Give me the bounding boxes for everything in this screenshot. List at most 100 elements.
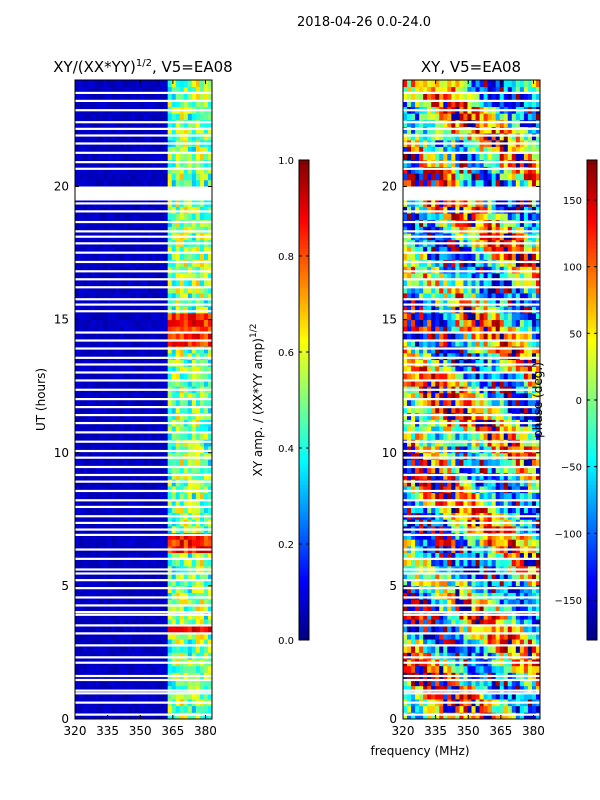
- heatmap-cell: [431, 452, 436, 460]
- heatmap-cell: [87, 273, 92, 281]
- heatmap-cell: [87, 299, 92, 307]
- heatmap-cell: [127, 605, 132, 613]
- heatmap-cell: [115, 679, 120, 687]
- heatmap-cell: [95, 406, 100, 414]
- heatmap-cell: [187, 479, 193, 487]
- heatmap-cell: [143, 80, 148, 88]
- heatmap-cell: [207, 153, 213, 161]
- heatmap-cell: [519, 605, 525, 613]
- colorbar-swatch: [299, 528, 309, 533]
- heatmap-cell: [463, 665, 468, 673]
- heatmap-cell: [207, 492, 213, 500]
- heatmap-cell: [163, 99, 169, 108]
- heatmap-cell: [99, 399, 104, 407]
- heatmap-cell: [155, 219, 161, 227]
- heatmap-cell: [91, 592, 96, 600]
- heatmap-cell: [127, 299, 132, 307]
- heatmap-cell: [159, 632, 165, 640]
- heatmap-cell: [523, 572, 529, 580]
- heatmap-cell: [531, 619, 537, 627]
- heatmap-cell: [83, 652, 88, 660]
- heatmap-cell: [519, 572, 525, 580]
- heatmap-cell: [451, 506, 456, 514]
- heatmap-cell: [407, 599, 412, 607]
- heatmap-cell: [139, 80, 144, 88]
- heatmap-cell: [479, 439, 484, 447]
- heatmap-cell: [455, 552, 460, 560]
- heatmap-cell: [151, 452, 156, 460]
- heatmap-cell: [87, 159, 92, 167]
- heatmap-cell: [187, 293, 193, 301]
- heatmap-cell: [487, 506, 493, 514]
- heatmap-cell: [147, 206, 152, 214]
- heatmap-cell: [123, 466, 128, 474]
- heatmap-cell: [195, 679, 201, 687]
- heatmap-cell: [123, 126, 128, 134]
- heatmap-cell: [411, 486, 416, 494]
- heatmap-cell: [175, 166, 181, 174]
- heatmap-cell: [511, 539, 517, 547]
- heatmap-cell: [195, 506, 201, 514]
- heatmap-cell: [119, 339, 124, 347]
- heatmap-cell: [143, 426, 148, 434]
- heatmap-cell: [91, 652, 96, 660]
- heatmap-cell: [403, 585, 408, 593]
- heatmap-cell: [171, 153, 177, 161]
- heatmap-cell: [447, 486, 452, 494]
- heatmap-cell: [147, 359, 152, 367]
- heatmap-cell: [187, 259, 193, 267]
- heatmap-cell: [463, 452, 468, 460]
- heatmap-cell: [99, 665, 104, 673]
- heatmap-cell: [75, 392, 80, 400]
- heatmap-cell: [123, 652, 128, 660]
- flagged-row: [75, 303, 212, 306]
- heatmap-cell: [435, 466, 440, 474]
- heatmap-cell: [467, 625, 472, 633]
- heatmap-cell: [99, 213, 104, 221]
- heatmap-cell: [75, 226, 80, 234]
- heatmap-cell: [175, 639, 181, 647]
- heatmap-cell: [135, 166, 140, 174]
- heatmap-cell: [523, 446, 529, 454]
- heatmap-cell: [99, 326, 104, 334]
- heatmap-cell: [83, 552, 88, 560]
- heatmap-cell: [107, 459, 112, 467]
- heatmap-cell: [167, 499, 173, 507]
- heatmap-cell: [87, 426, 92, 434]
- heatmap-cell: [507, 439, 513, 447]
- colorbar-swatch: [299, 332, 309, 337]
- heatmap-cell: [531, 559, 537, 567]
- colorbar-swatch: [299, 584, 309, 589]
- heatmap-cell: [75, 359, 80, 367]
- heatmap-cell: [87, 332, 92, 340]
- heatmap-cell: [83, 246, 88, 254]
- flagged-row: [75, 440, 212, 443]
- heatmap-cell: [515, 492, 521, 500]
- heatmap-cell: [151, 286, 156, 294]
- heatmap-cell: [115, 692, 120, 700]
- heatmap-cell: [127, 253, 132, 261]
- heatmap-cell: [475, 446, 480, 454]
- heatmap-cell: [187, 253, 193, 261]
- heatmap-cell: [171, 259, 177, 267]
- colorbar-swatch: [299, 492, 309, 497]
- heatmap-cell: [459, 446, 464, 454]
- heatmap-cell: [147, 685, 152, 693]
- heatmap-cell: [99, 359, 104, 367]
- heatmap-cell: [155, 472, 161, 480]
- heatmap-cell: [107, 119, 112, 127]
- heatmap-cell: [407, 692, 412, 700]
- heatmap-cell: [195, 472, 201, 480]
- heatmap-cell: [455, 459, 460, 467]
- heatmap-cell: [163, 179, 169, 187]
- heatmap-cell: [159, 559, 165, 567]
- heatmap-cell: [111, 492, 116, 500]
- heatmap-cell: [159, 86, 165, 94]
- heatmap-cell: [479, 679, 484, 687]
- heatmap-cell: [203, 126, 209, 134]
- heatmap-cell: [99, 113, 104, 121]
- heatmap-cell: [175, 253, 181, 261]
- heatmap-cell: [499, 705, 505, 713]
- heatmap-cell: [523, 492, 529, 500]
- heatmap-cell: [203, 113, 209, 121]
